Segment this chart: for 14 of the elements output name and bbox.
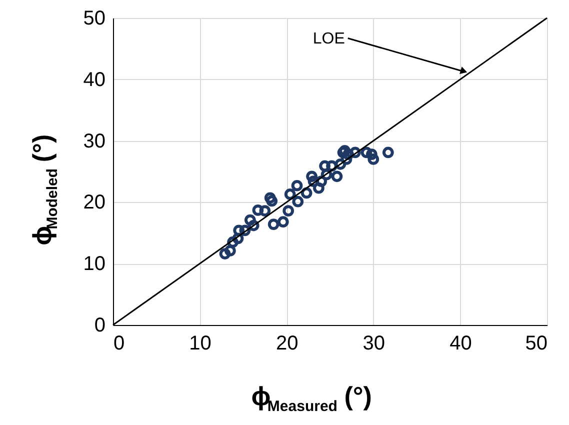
y-tick-label: 0 bbox=[94, 314, 106, 336]
x-tick-label: 40 bbox=[450, 332, 472, 354]
y-tick-label: 10 bbox=[83, 253, 106, 276]
annotation: LOE bbox=[312, 30, 345, 48]
x-tick-label: 0 bbox=[114, 332, 125, 354]
y-tick-label: 30 bbox=[83, 130, 106, 152]
x-tick-label: 30 bbox=[362, 332, 386, 354]
y-axis-title: ϕModeled (°) bbox=[27, 134, 61, 246]
y-tick-label: 50 bbox=[83, 8, 106, 30]
x-tick-label: 10 bbox=[189, 332, 212, 354]
y-tick-label: 40 bbox=[83, 68, 106, 91]
x-tick-label: 20 bbox=[276, 332, 298, 354]
y-tick-label: 20 bbox=[83, 192, 106, 214]
x-tick-label: 50 bbox=[525, 332, 548, 354]
